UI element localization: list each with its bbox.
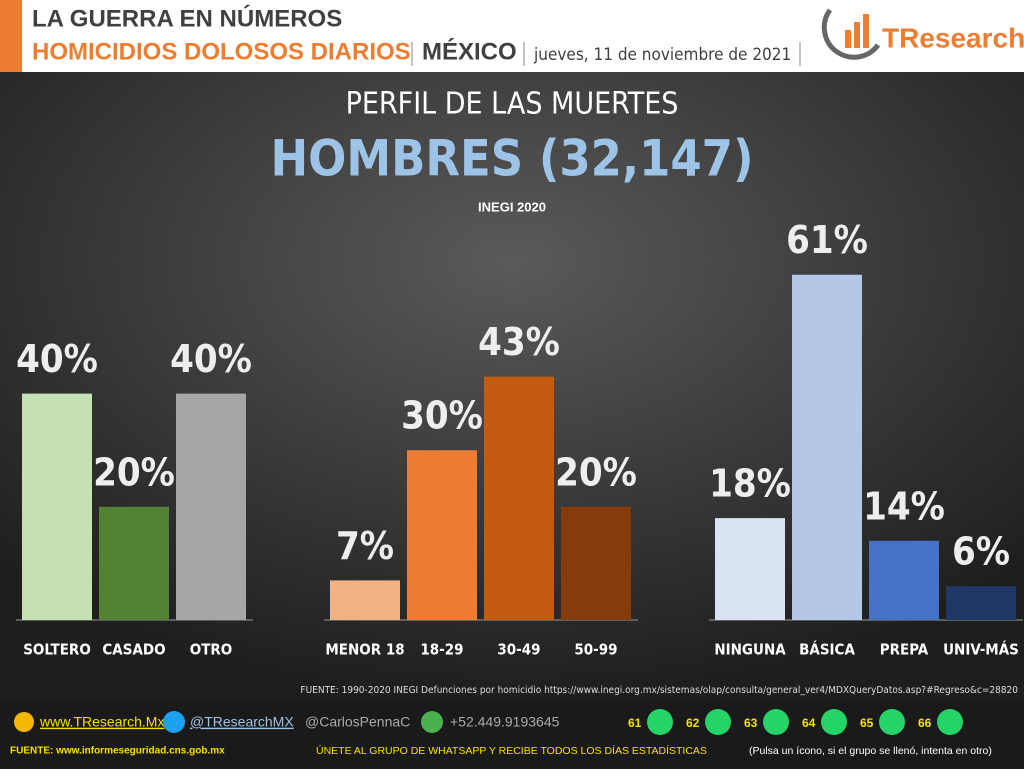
group-number: 66 [918, 716, 932, 730]
header-date: jueves, 11 de noviembre de 2021 [533, 45, 791, 65]
bar [715, 518, 785, 620]
bar [946, 586, 1016, 620]
footer-cta: ÚNETE AL GRUPO DE WHATSAPP Y RECIBE TODO… [316, 744, 707, 757]
bar [561, 506, 631, 620]
group-number: 64 [802, 716, 816, 730]
category-label: BÁSICA [799, 640, 855, 659]
category-label: 30-49 [497, 641, 540, 659]
value-label: 20% [93, 450, 175, 494]
whatsapp-groups: 61 62 63 64 65 66 [628, 709, 963, 735]
value-label: 40% [170, 337, 252, 381]
panel-subtitle: HOMBRES (32,147) [270, 130, 753, 188]
group-number: 65 [860, 716, 874, 730]
category-label: MENOR 18 [325, 641, 404, 659]
whatsapp-button[interactable] [937, 709, 963, 735]
footer-bg [0, 702, 1024, 769]
phone: +52.449.9193645 [450, 714, 560, 730]
category-label: 18-29 [420, 641, 463, 659]
bar [792, 274, 862, 620]
bar-charts: 40% SOLTERO 20% CASADO 40% OTRO 7% MENOR 18 30% 1… [16, 218, 1023, 659]
group-number: 62 [686, 716, 700, 730]
value-label: 7% [336, 524, 394, 568]
bar [869, 540, 939, 620]
bar [22, 393, 92, 620]
bar [99, 506, 169, 620]
value-label: 20% [555, 450, 637, 494]
value-label: 6% [952, 530, 1010, 574]
whatsapp-button[interactable] [763, 709, 789, 735]
category-label: UNIV-MÁS [943, 640, 1019, 659]
whatsapp-button[interactable] [705, 709, 731, 735]
header-accent [0, 0, 22, 72]
value-label: 61% [786, 218, 868, 262]
header-title: LA GUERRA EN NÚMEROS [32, 4, 342, 32]
category-label: SOLTERO [23, 641, 91, 659]
category-label: 50-99 [574, 641, 617, 659]
bar [330, 580, 400, 620]
value-label: 40% [16, 337, 98, 381]
value-label: 18% [709, 462, 791, 506]
whatsapp-button[interactable] [821, 709, 847, 735]
footer-cta-note: (Pulsa un ícono, si el grupo se llenó, i… [749, 745, 992, 757]
web-link[interactable]: www.TResearch.Mx [39, 714, 164, 730]
category-label: CASADO [102, 641, 165, 659]
category-label: NINGUNA [714, 641, 786, 659]
whatsapp-button[interactable] [647, 709, 673, 735]
bar [484, 376, 554, 620]
twitter-link[interactable]: @TResearchMX [190, 714, 294, 730]
phone-icon [421, 711, 443, 733]
category-label: PREPA [880, 641, 929, 659]
value-label: 30% [401, 394, 483, 438]
bar [176, 393, 246, 620]
source-note: FUENTE: 1990-2020 INEGI Defunciones por … [300, 685, 1018, 696]
header-bg [0, 0, 1024, 72]
bar [407, 450, 477, 620]
header-country: MÉXICO [422, 37, 517, 65]
group-number: 61 [628, 716, 642, 730]
web-icon [14, 712, 34, 732]
value-label: 14% [863, 484, 945, 528]
whatsapp-button[interactable] [879, 709, 905, 735]
twitter-icon [163, 711, 185, 733]
panel-source-year: INEGI 2020 [478, 199, 546, 214]
brand: TResearch [882, 22, 1024, 53]
logo-icon [821, 8, 881, 60]
value-label: 43% [478, 320, 560, 364]
category-label: OTRO [190, 641, 233, 659]
header-topic: HOMICIDIOS DOLOSOS DIARIOS [32, 38, 411, 65]
panel-title: PERFIL DE LAS MUERTES [346, 87, 679, 122]
footer-source: FUENTE: www.informeseguridad.cns.gob.mx [10, 746, 225, 757]
twitter-link-2[interactable]: @CarlosPennaC [305, 714, 410, 730]
group-number: 63 [744, 716, 758, 730]
